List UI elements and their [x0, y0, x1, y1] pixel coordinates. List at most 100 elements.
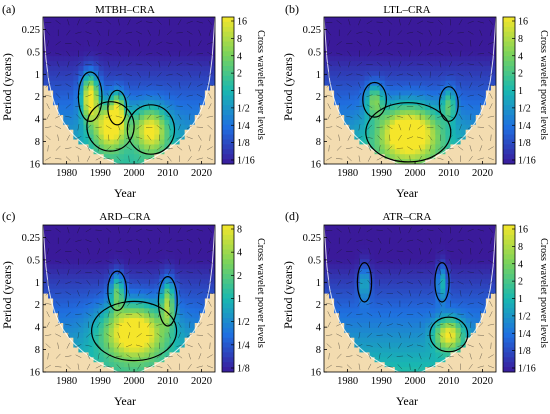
heatmap-cell: [164, 278, 170, 285]
heatmap-cell: [103, 298, 110, 304]
heatmap-cell: [129, 90, 135, 96]
heatmap-cell: [144, 278, 150, 285]
heatmap-cell: [154, 134, 160, 140]
heatmap-cell: [374, 41, 381, 47]
heatmap-cell: [359, 124, 365, 131]
heatmap-cell: [139, 278, 145, 285]
heatmap-cell: [490, 124, 496, 131]
heatmap-cell: [490, 139, 496, 145]
heatmap-cell: [399, 70, 406, 77]
heatmap-cell: [53, 144, 59, 150]
heatmap-cell: [43, 159, 49, 164]
heatmap-cell: [139, 41, 145, 47]
heatmap-cell: [344, 144, 350, 150]
heatmap-cell: [485, 46, 492, 52]
heatmap-cell: [430, 46, 436, 52]
heatmap-cell: [194, 26, 201, 33]
heatmap-cell: [334, 51, 340, 57]
heatmap-cell: [134, 31, 140, 37]
heatmap-cell: [108, 264, 115, 270]
heatmap-cell: [445, 303, 451, 309]
heatmap-cell: [354, 66, 360, 72]
phase-arrow: [105, 323, 112, 327]
heatmap-cell: [88, 288, 94, 294]
heatmap-cell: [189, 80, 196, 86]
phase-arrow: [137, 71, 142, 78]
heatmap-cell: [389, 134, 396, 140]
phase-arrow: [406, 31, 414, 34]
heatmap-cell: [48, 154, 54, 160]
colorbar-segment: [222, 105, 234, 111]
heatmap-cell: [184, 119, 191, 126]
heatmap-cell: [48, 90, 54, 96]
heatmap-cell: [149, 66, 155, 72]
phase-arrow: [75, 354, 82, 358]
heatmap-cell: [339, 362, 345, 368]
heatmap-cell: [329, 66, 335, 72]
heatmap-cell: [490, 80, 496, 86]
heatmap-cell: [465, 119, 472, 126]
heatmap-cell: [460, 75, 467, 82]
heatmap-cell: [48, 313, 54, 319]
heatmap-cell: [118, 56, 125, 62]
heatmap-cell: [364, 17, 370, 23]
heatmap-cell: [144, 288, 150, 294]
heatmap-cell: [108, 70, 115, 77]
heatmap-cell: [129, 225, 135, 231]
phase-arrow: [95, 334, 102, 336]
panel-c: (c) ARD–CRA 1980 1990 2000 2010 20200.250.51…: [0, 209, 266, 408]
phase-arrow: [188, 82, 192, 89]
heatmap-cell: [139, 75, 145, 82]
heatmap-cell: [420, 278, 426, 285]
heatmap-cell: [374, 278, 381, 285]
heatmap-cell: [430, 313, 436, 319]
heatmap-cell: [199, 129, 206, 135]
heatmap-cell: [460, 26, 467, 33]
heatmap-cell: [399, 80, 406, 86]
phase-arrow: [47, 353, 49, 360]
phase-arrow: [115, 355, 123, 357]
heatmap-cell: [88, 298, 94, 304]
phase-arrow: [459, 50, 462, 57]
heatmap-cell: [144, 323, 150, 329]
heatmap-cell: [339, 154, 345, 160]
heatmap-cell: [450, 105, 456, 111]
heatmap-cell: [349, 229, 355, 236]
phase-arrow: [125, 344, 133, 348]
heatmap-cell: [394, 75, 401, 82]
heatmap-cell: [83, 124, 89, 131]
heatmap-cell: [359, 308, 365, 314]
heatmap-cell: [189, 269, 196, 275]
heatmap-cell: [415, 308, 421, 314]
heatmap-cell: [440, 303, 446, 309]
heatmap-cell: [339, 144, 345, 150]
heatmap-cell: [129, 105, 135, 111]
heatmap-cell: [329, 80, 335, 86]
heatmap-cell: [159, 327, 165, 334]
heatmap-cell: [48, 274, 54, 280]
heatmap-cell: [485, 115, 492, 121]
heatmap-cell: [118, 367, 125, 372]
heatmap-cell: [108, 278, 115, 285]
heatmap-cell: [149, 144, 155, 150]
heatmap-cell: [415, 90, 421, 96]
heatmap-cell: [480, 46, 487, 52]
heatmap-cell: [53, 21, 59, 28]
heatmap-cell: [445, 229, 451, 236]
heatmap-cell: [359, 318, 365, 324]
heatmap-cell: [179, 362, 186, 368]
phase-arrow: [347, 124, 351, 131]
phase-arrow: [106, 93, 111, 99]
heatmap-cell: [475, 337, 482, 343]
heatmap-cell: [199, 134, 206, 140]
heatmap-cell: [344, 352, 350, 358]
heatmap-cell: [169, 17, 175, 23]
heatmap-cell: [159, 229, 165, 236]
heatmap-cell: [63, 313, 69, 319]
heatmap-cell: [144, 41, 150, 47]
phase-arrow: [44, 94, 52, 97]
phase-arrow: [115, 42, 123, 44]
heatmap-cell: [164, 229, 170, 236]
heatmap-cell: [420, 234, 426, 241]
phase-arrow: [157, 92, 162, 99]
